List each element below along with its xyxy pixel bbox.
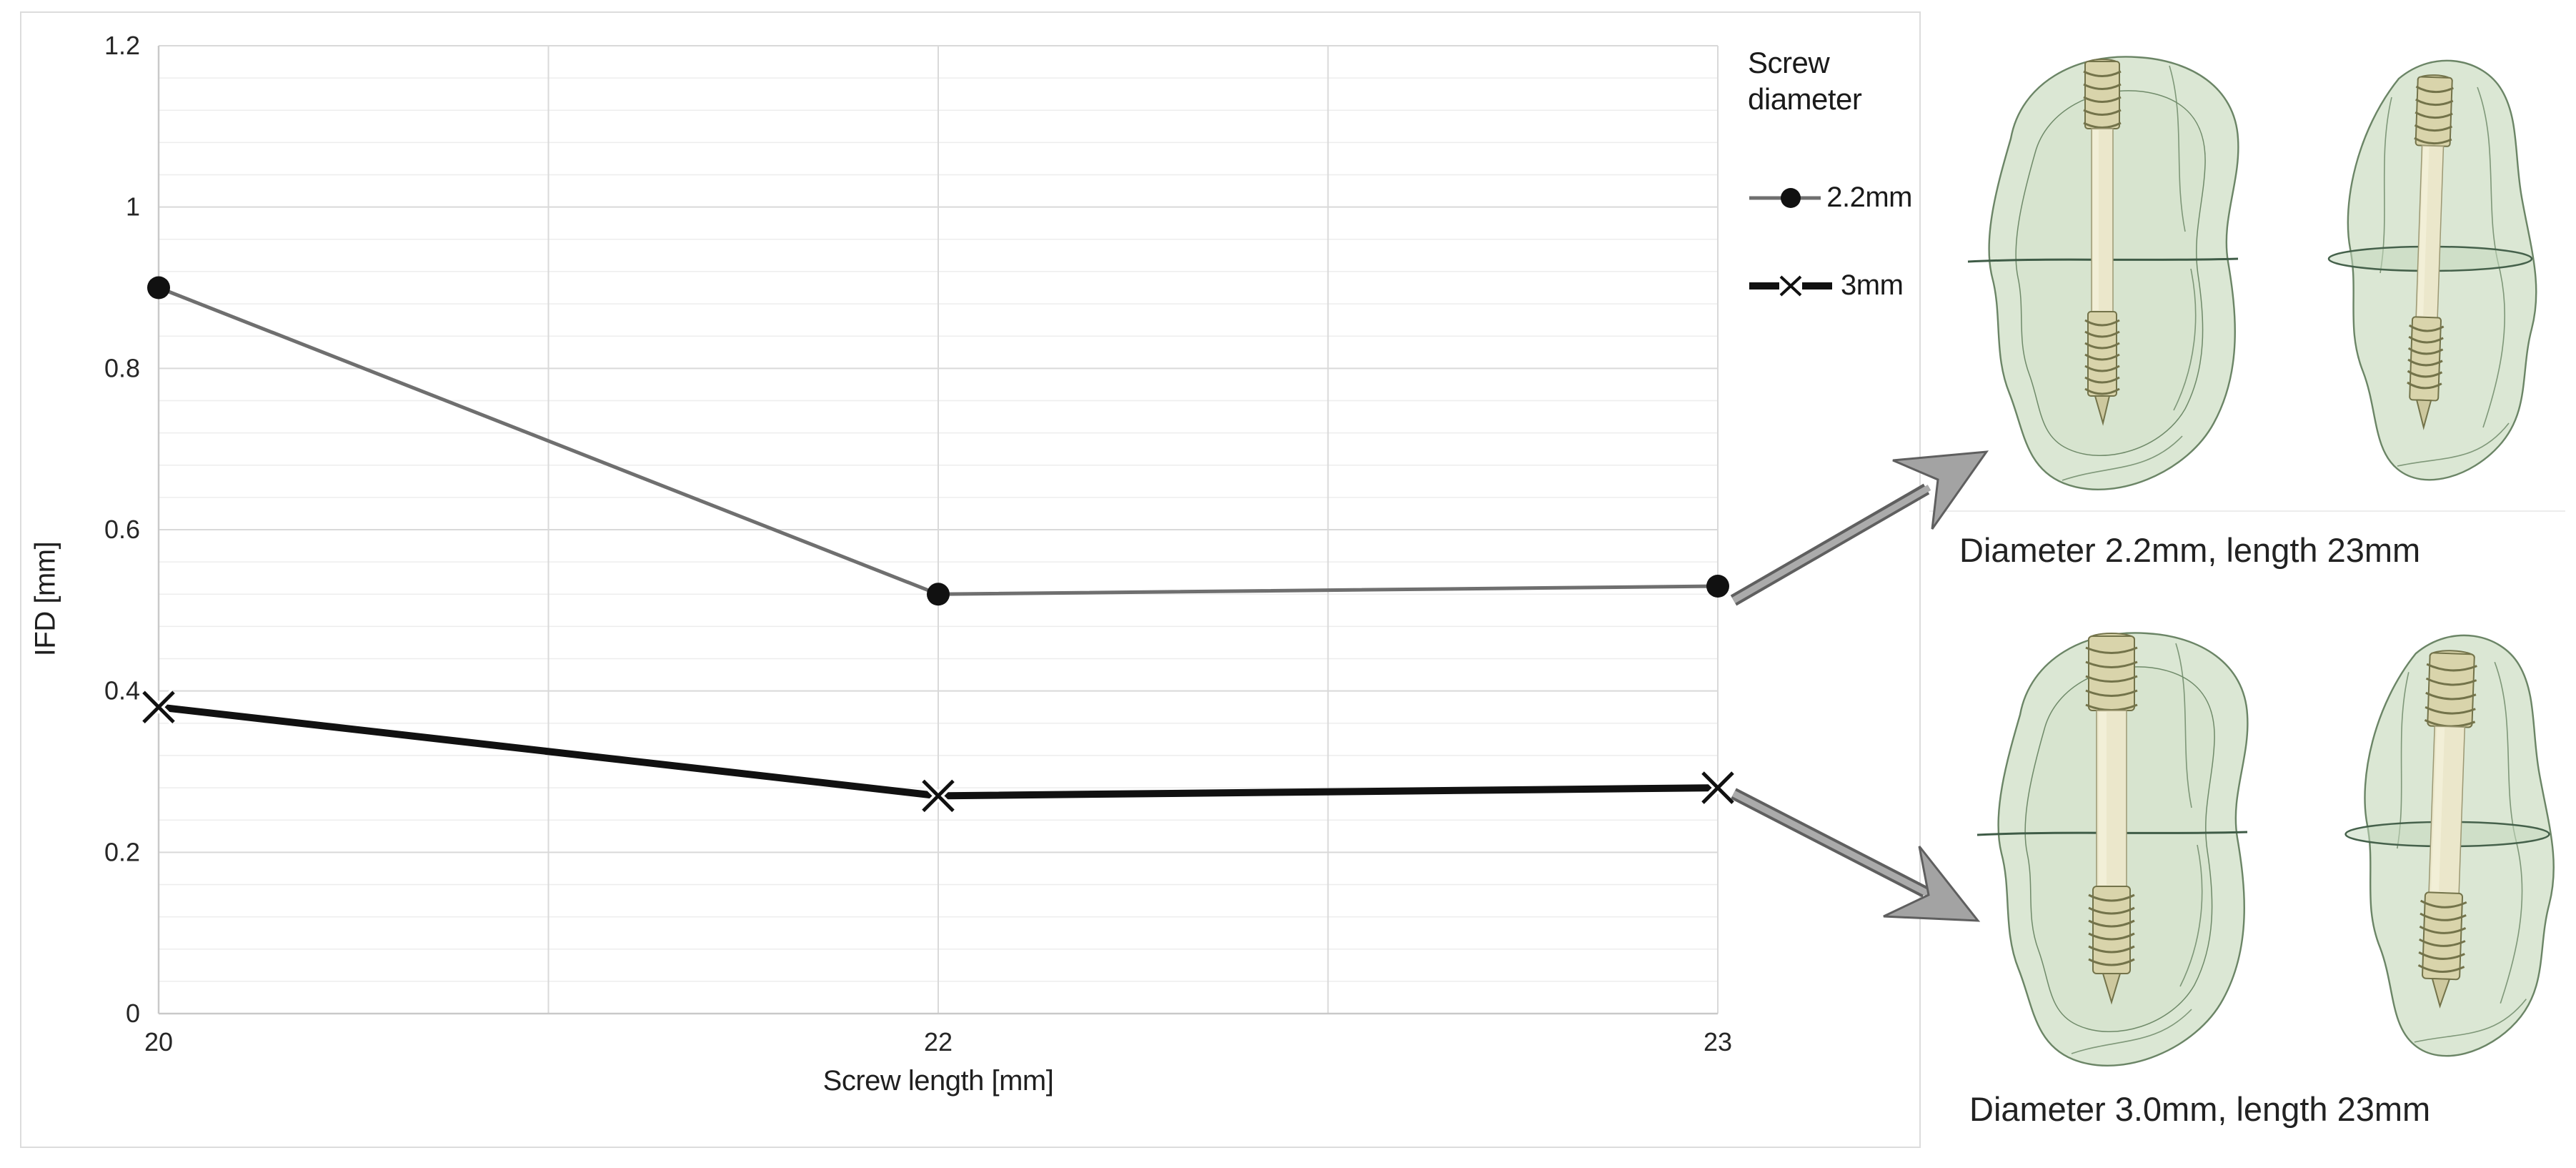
legend: Screw diameter 2.2mm 3mm (1748, 44, 1912, 302)
line-chart: 0 0.2 0.4 0.6 0.8 1 1.2 20 22 23 (104, 31, 1736, 1056)
y-tick-label: 0.8 (104, 353, 140, 382)
x-tick-label: 22 (924, 1027, 953, 1056)
panel-divider (1929, 510, 2565, 512)
x-tick-label: 23 (1704, 1027, 1732, 1056)
y-axis-title: IFD [mm] (29, 541, 61, 657)
screw-2.2mm (2407, 74, 2454, 430)
screw-3.0mm (2085, 633, 2138, 1005)
caption-diameter-3.0mm: Diameter 3.0mm, length 23mm (1969, 1090, 2431, 1128)
y-tick-label: 1 (126, 192, 140, 222)
x-tick-label: 20 (144, 1027, 173, 1056)
legend-swatch-circle-series-icon (1749, 187, 1821, 208)
data-point-3mm (922, 779, 955, 813)
screw-3.0mm (2417, 650, 2477, 1009)
y-tick-label: 0.4 (104, 676, 140, 706)
caption-diameter-2.2mm: Diameter 2.2mm, length 23mm (1959, 531, 2421, 569)
legend-label: 3mm (1841, 269, 1904, 302)
data-point-2.2mm (927, 583, 950, 606)
data-point-3mm (1701, 771, 1734, 804)
legend-title: Screw diameter (1748, 46, 1862, 117)
legend-label: 2.2mm (1826, 182, 1912, 214)
chart-area (20, 11, 1921, 1148)
y-tick-label: 1.2 (104, 31, 140, 60)
bone-image-3.0mm-view1 (1955, 608, 2267, 1079)
legend-item-3mm: 3mm (1748, 269, 1912, 302)
bone-image-2.2mm-view2 (2304, 37, 2554, 500)
data-point-2.2mm (1706, 574, 1729, 598)
y-tick-label: 0.2 (104, 837, 140, 866)
legend-swatch-x-series-icon (1749, 275, 1832, 297)
y-tick-label: 0 (126, 999, 140, 1028)
bone-image-3.0mm-view2 (2322, 612, 2570, 1077)
bone-image-2.2mm-view1 (1955, 31, 2248, 512)
screw-2.2mm (2083, 59, 2122, 426)
x-axis-title: Screw length [mm] (822, 1065, 1054, 1097)
data-point-3mm (142, 691, 175, 724)
y-tick-label: 0.6 (104, 515, 140, 544)
legend-item-2.2mm: 2.2mm (1748, 182, 1912, 214)
data-point-2.2mm (147, 276, 170, 300)
